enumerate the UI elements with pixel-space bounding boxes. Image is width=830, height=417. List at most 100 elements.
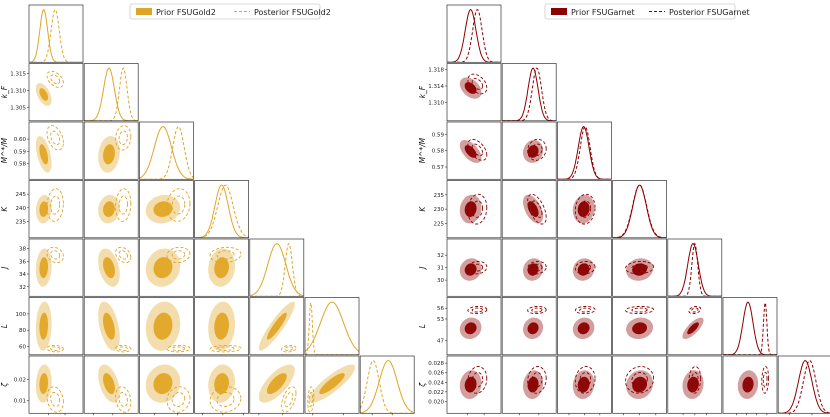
panel-B/A-vs-B/A [446,4,502,63]
panel-frame [249,355,305,414]
panel-J-vs-K [612,238,667,297]
contour-prior-68 [153,373,173,395]
contour-posterior-68 [50,195,61,215]
panel-L-vs-B/A: 47 53 56 [437,297,502,356]
panel-frame [28,180,84,239]
marginal-B/A-posterior [447,8,501,63]
panel-k_F-vs-k_F [501,63,557,122]
y-tick-label: 47 [437,338,444,344]
panel-J-vs-B/A: 30 31 32 [437,238,502,297]
y-tick-label: 230 [434,207,445,213]
panel-frame [28,238,84,297]
marginal-J-posterior [249,242,304,297]
legend-swatch-prior [551,8,567,15]
y-tick-label: 0.028 [428,361,444,367]
marginal-K-prior [612,184,667,238]
contour-posterior-95 [115,125,132,151]
panel-ζ-vs-K: 232240248 [194,355,249,416]
y-axis-label-ζ: ζ [0,382,9,388]
contour-prior-68 [103,373,115,395]
contour-posterior-68 [284,392,294,407]
panel-J-vs-M*/M [139,238,194,297]
marginal-B/A-posterior [29,8,83,63]
y-tick-label: 245 [16,192,27,198]
panel-K-vs-B/A: 225 230 235 [434,180,502,239]
panel-K-vs-K [612,180,667,239]
contour-posterior-68 [50,74,61,85]
contour-posterior-95 [574,306,596,315]
marginal-M*/M-posterior [139,126,194,180]
panel-frame [139,297,194,356]
panel-frame [194,180,249,239]
y-tick-label: 32 [19,285,26,291]
panel-frame [359,355,415,414]
legend-label-posterior: Posterior FSUGarnet [669,8,750,17]
contour-prior-68 [39,88,48,101]
panel-frame [249,238,305,297]
y-tick-label: 1.315 [10,72,26,78]
panel-frame [83,63,139,122]
contour-posterior-95 [46,386,64,413]
y-axis-label-L: L [0,324,9,328]
contour-prior-68 [527,263,539,276]
panel-M*/M-vs-B/A: 0.58 0.59 0.60 [14,121,84,180]
panel-frame [139,238,194,297]
contour-posterior-95 [467,260,488,275]
contour-posterior-95 [209,344,242,353]
panel-frame [139,355,194,414]
contour-posterior-95 [467,306,488,315]
contour-posterior-68 [216,392,235,407]
contour-posterior-68 [216,346,235,351]
panel-frame [194,297,249,356]
panel-ζ-vs-L: 47505356 [722,355,778,416]
contour-posterior-68 [50,250,61,260]
contour-posterior-68 [118,250,128,260]
y-axis-label-k_F: k_F [0,85,9,98]
y-tick-label: 0.60 [14,137,27,143]
y-tick-label: 31 [437,266,444,272]
legend-label-prior: Prior FSUGold2 [156,8,216,17]
panel-frame [446,4,502,63]
contour-posterior-95 [209,246,242,264]
contour-posterior-68 [471,143,484,157]
contour-posterior-95 [166,246,191,264]
panel-L-vs-B/A: 60 80 100 [16,297,84,356]
contour-prior-68 [103,201,115,217]
panel-frame [139,121,194,180]
panel-K-vs-B/A: 235 240 245 [16,180,84,239]
contour-posterior-95 [46,344,64,353]
contour-prior-68 [319,373,345,395]
contour-posterior-68 [171,250,186,260]
panel-frame [194,238,249,297]
panel-ζ-vs-J: 3236 [249,355,305,416]
marginal-J-prior [249,243,304,297]
panel-M*/M-vs-M*/M [557,121,612,180]
panel-frame [194,355,249,414]
contour-prior-68 [464,263,477,276]
contour-posterior-68 [579,372,592,388]
contour-prior-68 [464,145,477,158]
marginal-M*/M-prior [557,126,612,180]
panel-frame [28,63,84,122]
panel-L-vs-k_F [83,297,139,356]
marginal-L-posterior [305,301,359,355]
panel-frame [501,121,557,180]
contour-prior-68 [39,201,48,217]
y-tick-label: 1.318 [428,68,444,74]
contour-posterior-68 [762,372,768,388]
legend-label-prior: Prior FSUGarnet [571,8,635,17]
y-tick-label: 0.59 [432,132,445,138]
contour-posterior-95 [527,366,547,394]
panel-frame [777,355,830,414]
y-axis-label-J: J [418,267,427,271]
marginal-M*/M-posterior [557,126,612,180]
panel-L-vs-J [249,297,305,356]
contour-posterior-68 [579,200,592,218]
panel-L-vs-L [304,297,360,356]
panel-frame [83,297,139,356]
y-tick-label: 0.57 [432,165,445,171]
marginal-K-posterior [194,184,249,238]
y-tick-label: 0.020 [428,399,444,405]
contour-posterior-68 [118,130,128,146]
